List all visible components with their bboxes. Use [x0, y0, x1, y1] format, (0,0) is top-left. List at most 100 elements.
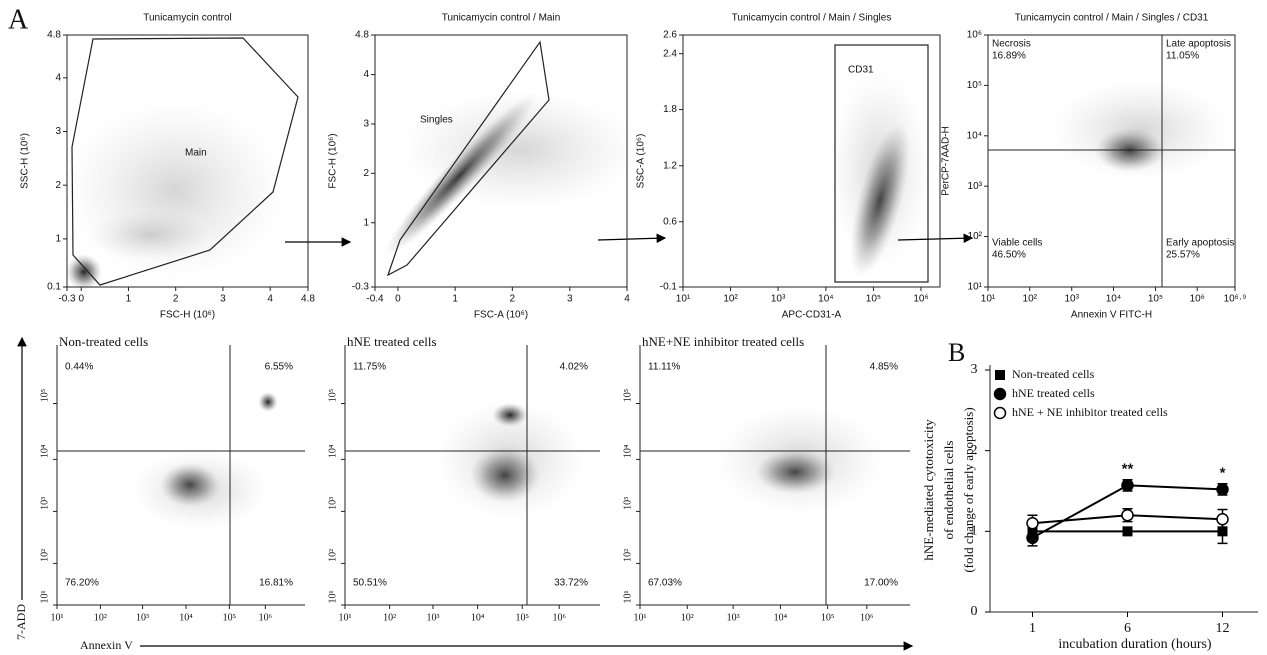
y-tick-label: 10³ [327, 497, 338, 510]
x-tick-label: -0.4 [366, 294, 384, 305]
x-tick-label: 10⁶ [259, 612, 273, 623]
x-tick-label: 10⁵ [515, 612, 529, 623]
legend-label: hNE + NE inhibitor treated cells [1012, 405, 1168, 419]
gate-label: Singles [420, 115, 453, 126]
x-tick-label: 1 [126, 294, 132, 305]
x-tick-label: 4.8 [301, 294, 315, 305]
x-tick-label: 10² [383, 612, 396, 623]
y-tick-label: 1 [363, 217, 369, 228]
x-tick-label: 1 [1029, 621, 1036, 636]
quadrant-percent: 6.55% [265, 362, 293, 373]
y-tick-label: 10² [327, 549, 338, 562]
plot-frame [374, 34, 628, 288]
plot-title: hNE treated cells [347, 334, 437, 349]
x-tick-label: 10⁵ [223, 612, 237, 623]
x-tick-label: 10⁴ [1106, 294, 1121, 305]
quadrant-name: Early apoptosis [1166, 238, 1234, 249]
y-tick-label: 10¹ [327, 591, 338, 604]
x-tick-label: 10² [94, 612, 107, 623]
plot-title: Tunicamycin control [143, 13, 232, 24]
quadrant-percent: 11.75% [353, 362, 386, 373]
legend-marker [993, 406, 1007, 420]
x-tick-label: 10⁶ [913, 294, 928, 305]
y-tick-label: 10⁴ [327, 444, 338, 458]
x-tick-label: 10¹ [981, 294, 996, 305]
density-cloud [130, 450, 270, 530]
x-tick-label: 10³ [136, 612, 149, 623]
density-cloud [435, 400, 585, 520]
density-cloud [1050, 80, 1230, 180]
y-axis-title: of endothelial cells [941, 441, 956, 540]
quadrant-percent: 67.03% [648, 578, 682, 589]
y-tick-label: 0 [971, 604, 978, 619]
x-tick-label: 2 [510, 294, 516, 305]
plot-title: Tunicamycin control / Main [442, 13, 561, 24]
y-axis-title: hNE-mediated cytotoxicity [921, 419, 936, 561]
marker [1026, 517, 1039, 530]
plot-title: Tunicamycin control / Main / Singles / C… [1015, 13, 1209, 24]
y-tick-label: 2 [363, 168, 369, 179]
y-tick-label: -0.3 [352, 282, 370, 293]
y-tick-label: 10¹ [968, 282, 983, 293]
panel-label: A [8, 4, 29, 35]
x-tick-label: 4 [267, 294, 273, 305]
y-tick-label: 2.6 [663, 30, 677, 41]
y-tick-label: 3 [55, 126, 61, 137]
y-tick-label: 10² [622, 549, 633, 562]
y-tick-label: 10² [39, 549, 50, 562]
density-cloud [400, 90, 640, 210]
density-clouds [65, 70, 1230, 530]
x-tick-label: 6 [1124, 621, 1131, 636]
x-tick-label: 10⁶ [552, 612, 566, 623]
y-tick-label: 4.8 [355, 30, 369, 41]
x-tick-label: 10⁶·⁹ [1224, 294, 1247, 305]
density-cloud [830, 70, 930, 270]
y-axis-title: SSC-H (10⁶) [20, 133, 31, 189]
y-tick-label: 2 [971, 443, 978, 458]
marker [1216, 483, 1229, 496]
density-cloud [492, 403, 528, 427]
density-cloud [90, 210, 210, 260]
gate [71, 37, 299, 286]
y-tick-label: 1 [971, 524, 978, 539]
y-tick-label: 10⁵ [39, 389, 50, 403]
marker [1121, 508, 1134, 522]
marker [1122, 526, 1133, 537]
gating-arrow [897, 233, 974, 244]
plot-title: Tunicamycin control / Main / Singles [732, 13, 892, 24]
x-tick-label: 12 [1216, 621, 1230, 636]
y-tick-label: 1.2 [663, 160, 677, 171]
x-tick-label: 10³ [771, 294, 786, 305]
quadrant-percent: 16.81% [259, 578, 293, 589]
plot-title: hNE+NE inhibitor treated cells [642, 334, 804, 349]
y-tick-label: 10⁴ [967, 130, 982, 141]
gate [386, 40, 550, 277]
x-tick-label: 10¹ [634, 612, 647, 623]
x-tick-label: 10⁴ [471, 612, 485, 623]
y-tick-label: 3 [971, 362, 978, 377]
y-tick-label: 10⁵ [622, 389, 633, 403]
plot-frame [987, 34, 1236, 288]
gating-arrow [597, 233, 667, 244]
legend-marker [993, 387, 1007, 401]
y-tick-label: 10¹ [39, 591, 50, 604]
x-tick-label: 10⁶ [860, 612, 874, 623]
quadrant-percent: 50.51% [353, 578, 387, 589]
y-tick-label: 4 [363, 69, 369, 80]
x-tick-label: 1 [452, 294, 458, 305]
x-tick-label: 10⁵ [1148, 294, 1163, 305]
y-tick-label: 2 [55, 180, 61, 191]
x-tick-label: 4 [624, 294, 630, 305]
plot-frame [682, 34, 941, 288]
x-tick-label: 10¹ [676, 294, 691, 305]
x-tick-label: 10¹ [339, 612, 352, 623]
y-tick-label: 1.8 [663, 104, 677, 115]
y-tick-label: 10³ [39, 497, 50, 510]
quadrant-percent: 46.50% [992, 250, 1026, 261]
axis-title: Annexin V [80, 638, 133, 652]
x-axis-title: FSC-A (10⁶) [474, 310, 528, 321]
y-tick-label: 10¹ [622, 591, 633, 604]
panel-label: B [948, 338, 965, 367]
quadrant-percent: 11.11% [648, 362, 681, 373]
